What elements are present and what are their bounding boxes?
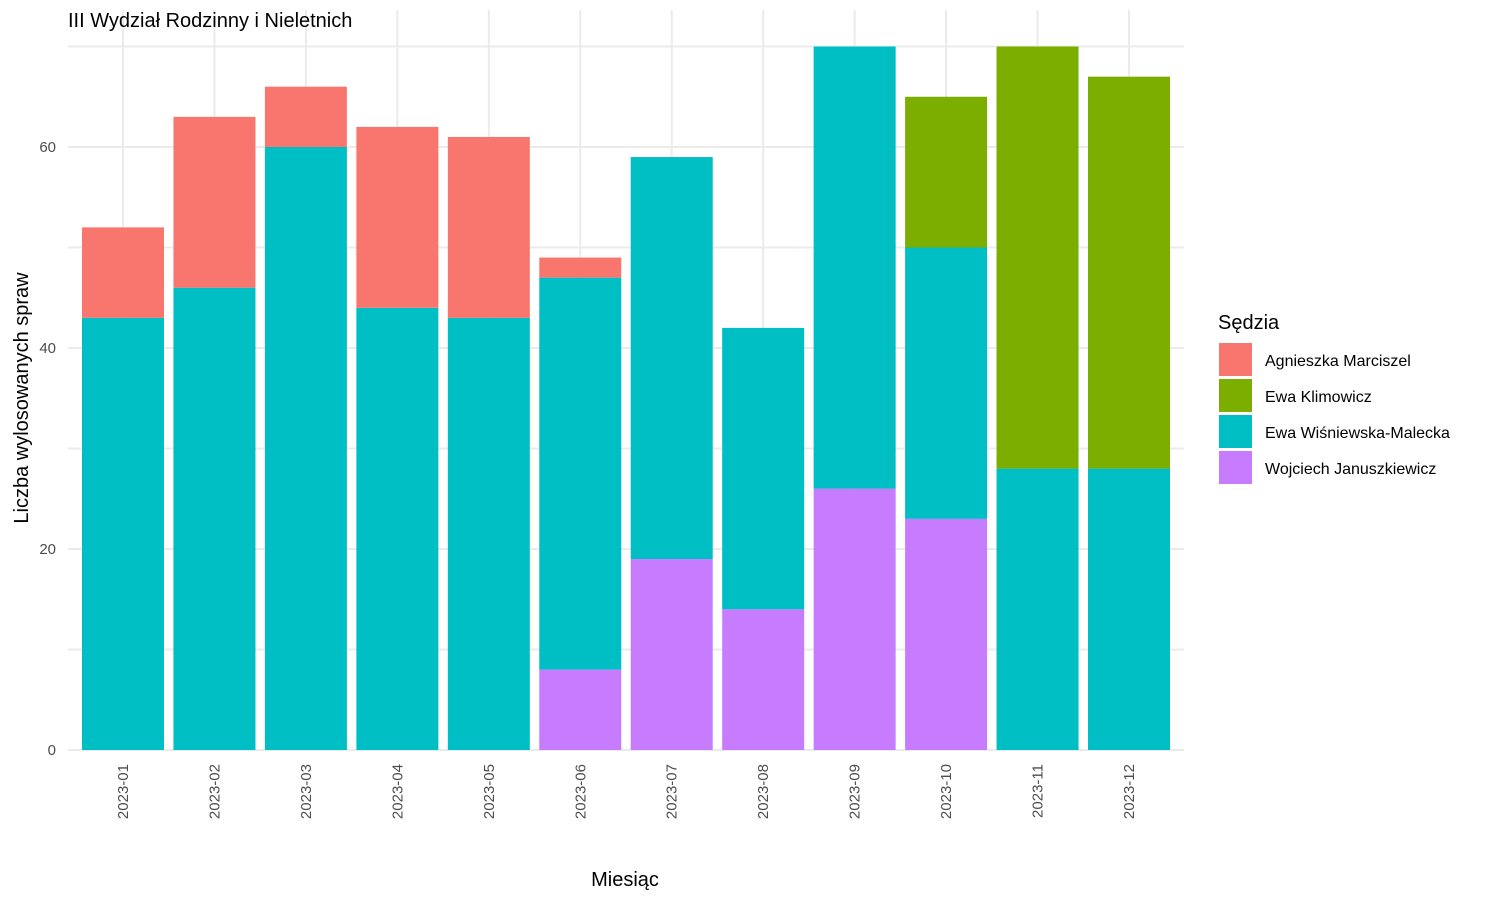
x-tick-label: 2023-06: [572, 764, 589, 819]
x-tick-label: 2023-02: [206, 764, 223, 819]
bar-segment: [630, 157, 713, 560]
bar-segment: [813, 488, 896, 750]
bar-segment: [447, 136, 530, 318]
x-tick-label: 2023-09: [847, 764, 864, 819]
bar-segment: [447, 317, 530, 750]
legend-title: Sędzia: [1218, 312, 1280, 334]
legend-key: [1219, 379, 1252, 412]
bars: [82, 46, 1170, 750]
x-tick-label: 2023-01: [115, 764, 132, 819]
bar-segment: [539, 669, 622, 750]
y-tick-label: 60: [39, 139, 56, 156]
legend-label: Ewa Klimowicz: [1265, 389, 1372, 406]
bar-segment: [173, 287, 256, 750]
bar-segment: [905, 247, 988, 519]
x-tick-label: 2023-04: [389, 764, 406, 819]
bar-segment: [356, 307, 439, 750]
legend-key: [1219, 415, 1252, 448]
bar-segment: [996, 468, 1079, 750]
x-axis-title: Miesiąc: [591, 869, 659, 891]
legend-key: [1219, 451, 1252, 484]
y-axis-title: Liczba wylosowanych spraw: [11, 272, 33, 524]
legend: Sędzia Agnieszka Marciszel Ewa Klimowicz E…: [1218, 312, 1450, 484]
bar-segment: [539, 257, 622, 278]
legend-label: Ewa Wiśniewska-Malecka: [1265, 425, 1450, 442]
x-tick-label: 2023-12: [1121, 764, 1138, 819]
y-tick-label: 20: [39, 541, 56, 558]
bar-segment: [722, 609, 805, 750]
chart-title: III Wydział Rodzinny i Nieletnich: [68, 10, 352, 32]
bar-segment: [1088, 468, 1170, 750]
y-axis-ticks: 0 20 40 60: [39, 139, 56, 759]
legend-key: [1219, 343, 1252, 376]
bar-segment: [813, 46, 896, 489]
bar-segment: [996, 46, 1079, 469]
x-axis-ticks: 2023-01 2023-02 2023-03 2023-04 2023-05 2023-…: [115, 764, 1138, 819]
x-tick-label: 2023-05: [481, 764, 498, 819]
x-tick-label: 2023-07: [664, 764, 681, 819]
bar-segment: [82, 227, 164, 318]
bar-segment: [264, 147, 347, 750]
bar-segment: [264, 86, 347, 147]
x-tick-label: 2023-10: [938, 764, 955, 819]
bar-segment: [356, 126, 439, 308]
bar-segment: [905, 518, 988, 750]
bar-segment: [539, 277, 622, 670]
y-tick-label: 40: [39, 340, 56, 357]
x-tick-label: 2023-08: [755, 764, 772, 819]
bar-segment: [630, 559, 713, 750]
legend-label: Agnieszka Marciszel: [1265, 353, 1411, 370]
y-tick-label: 0: [48, 742, 56, 759]
bar-segment: [82, 317, 164, 750]
legend-label: Wojciech Januszkiewicz: [1265, 461, 1436, 478]
bar-segment: [1088, 76, 1170, 469]
bar-segment: [722, 327, 805, 610]
x-tick-label: 2023-03: [298, 764, 315, 819]
x-tick-label: 2023-11: [1030, 764, 1047, 818]
bar-segment: [905, 96, 988, 248]
bar-segment: [173, 116, 256, 288]
